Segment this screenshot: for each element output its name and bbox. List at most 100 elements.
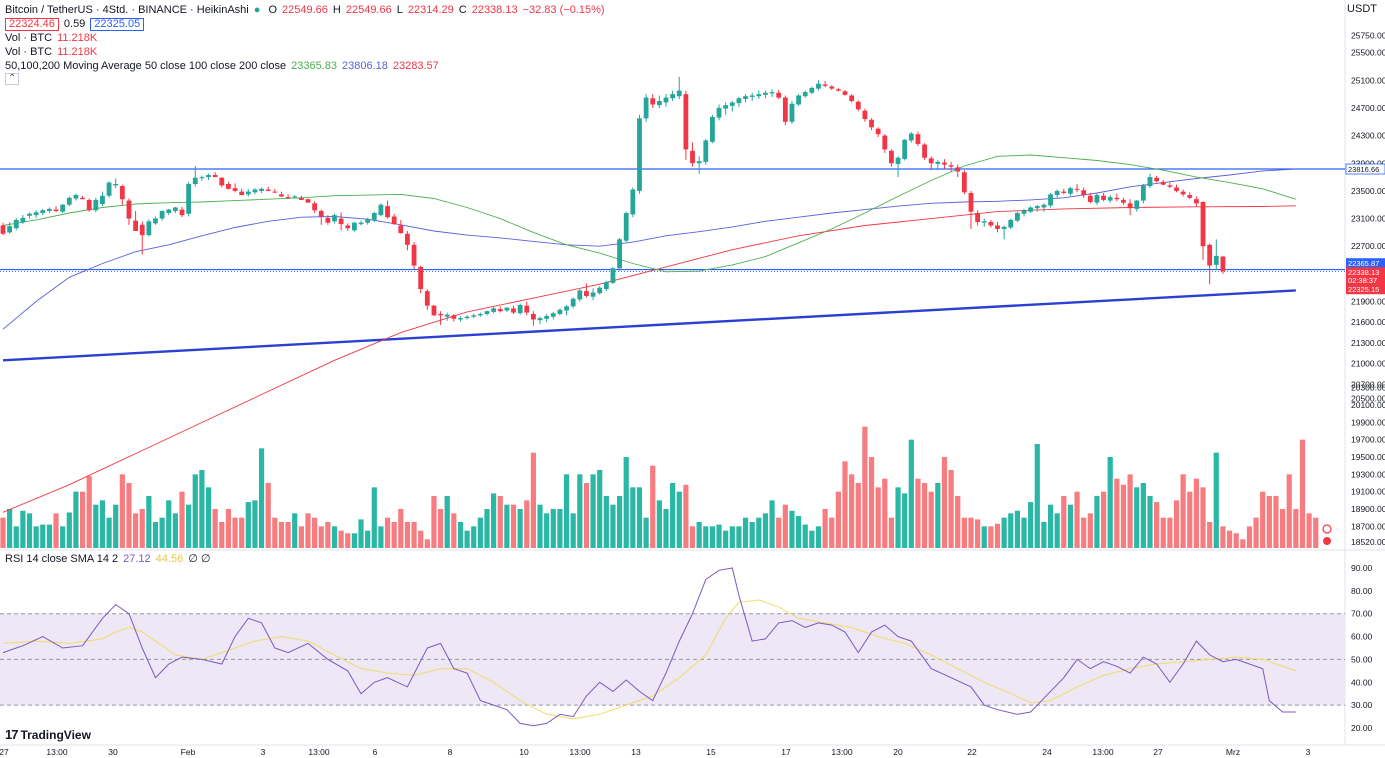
volume-bar bbox=[411, 522, 417, 548]
volume-bar bbox=[1226, 530, 1233, 548]
volume-bar bbox=[1293, 509, 1299, 548]
candle-body bbox=[212, 175, 218, 178]
volume-bar bbox=[796, 515, 802, 548]
candle-body bbox=[1048, 194, 1053, 206]
candle-body bbox=[40, 210, 46, 214]
candle-body bbox=[226, 183, 231, 189]
time-axis-label: 13:00 bbox=[308, 747, 330, 757]
candle-body bbox=[882, 135, 888, 150]
candle-body bbox=[603, 282, 609, 290]
volume-bar bbox=[988, 526, 994, 548]
collapse-legend-button[interactable]: ⌃ bbox=[5, 73, 20, 85]
rsi-sma-value: 44.56 bbox=[155, 553, 184, 565]
candle-body bbox=[1054, 190, 1060, 196]
rsi-tick-label: 60.00 bbox=[1351, 632, 1373, 642]
volume-bar bbox=[689, 526, 696, 548]
candle-body bbox=[398, 225, 404, 234]
candle-body bbox=[1121, 199, 1126, 203]
candle-body bbox=[729, 102, 735, 106]
candle-body bbox=[199, 177, 205, 179]
volume-bar bbox=[709, 526, 716, 548]
volume-bar bbox=[742, 517, 749, 548]
volume-bar bbox=[365, 530, 371, 548]
candle-body bbox=[1041, 204, 1047, 208]
candle-body bbox=[696, 161, 702, 164]
volume-bar bbox=[33, 526, 39, 548]
volume-bar bbox=[1260, 491, 1266, 548]
volume-bar bbox=[729, 526, 735, 548]
candle-body bbox=[1107, 197, 1113, 201]
candle-body bbox=[298, 197, 304, 200]
tradingview-logo[interactable]: 17 TradingView bbox=[5, 727, 91, 742]
rsi-tick-label: 90.00 bbox=[1351, 563, 1373, 573]
volume-bar bbox=[13, 526, 19, 548]
candle-body bbox=[371, 213, 377, 220]
volume-bar bbox=[563, 474, 570, 548]
ma-legend: 50,100,200 Moving Average 50 close 100 c… bbox=[5, 60, 439, 72]
volume-bar bbox=[616, 496, 623, 548]
candle-body bbox=[988, 222, 994, 226]
volume-bar bbox=[484, 509, 490, 548]
candle-body bbox=[716, 107, 722, 118]
price-tick-label: 19500.00 bbox=[1351, 452, 1385, 462]
volume-bar bbox=[318, 526, 324, 548]
candle-body bbox=[703, 140, 709, 162]
price-tick-label: 24700.00 bbox=[1351, 103, 1385, 113]
candle-body bbox=[1194, 199, 1199, 204]
currency-label[interactable]: USDT bbox=[1347, 3, 1377, 15]
candle-body bbox=[325, 217, 331, 223]
volume-bar bbox=[1180, 474, 1186, 548]
candle-body bbox=[279, 194, 284, 197]
candle-body bbox=[1068, 188, 1073, 194]
candle-body bbox=[557, 309, 563, 314]
volume-bar bbox=[1187, 491, 1193, 548]
price-tick-label: 23900.00 bbox=[1351, 158, 1385, 168]
volume-bar bbox=[285, 522, 291, 548]
time-axis-label: 30 bbox=[108, 747, 118, 757]
candle-body bbox=[942, 162, 947, 165]
volume-bar bbox=[1306, 513, 1312, 548]
close-price-tag: 22338.13 bbox=[1348, 268, 1379, 277]
candle-body bbox=[305, 199, 311, 203]
bid-price-button[interactable]: 22324.46 bbox=[5, 18, 59, 31]
candle-body bbox=[1008, 219, 1014, 228]
volume-bar bbox=[928, 491, 934, 548]
candle-body bbox=[1160, 181, 1166, 185]
volume-bar bbox=[1021, 517, 1027, 548]
candle-body bbox=[1074, 188, 1080, 190]
candle-body bbox=[862, 110, 868, 120]
candle-body bbox=[1001, 226, 1007, 229]
volume-bar bbox=[133, 513, 139, 548]
time-axis-label: 20 bbox=[893, 747, 903, 757]
candle-body bbox=[1147, 177, 1153, 187]
candle-body bbox=[961, 172, 967, 193]
candle-body bbox=[477, 313, 483, 316]
symbol-title: Bitcoin / TetherUS · 4Std. · BINANCE · H… bbox=[5, 4, 249, 16]
volume-bar bbox=[570, 513, 576, 548]
trendline bbox=[2, 289, 1296, 362]
volume-bar bbox=[1220, 526, 1226, 548]
time-axis-label: 13:00 bbox=[1092, 747, 1114, 757]
volume-bar bbox=[205, 487, 212, 548]
volume-bar bbox=[292, 513, 298, 548]
volume-bar bbox=[1207, 522, 1213, 548]
candle-body bbox=[1134, 200, 1140, 209]
time-axis-label: Feb bbox=[181, 747, 196, 757]
candle-body bbox=[1154, 177, 1160, 182]
flag-icon bbox=[1323, 537, 1331, 545]
candle-body bbox=[915, 134, 921, 144]
volume-bar bbox=[716, 524, 722, 548]
rsi-tick-label: 80.00 bbox=[1351, 586, 1373, 596]
time-axis-label: 15 bbox=[706, 747, 716, 757]
candle-body bbox=[1028, 207, 1034, 212]
volume-bar bbox=[789, 510, 795, 548]
candle-body bbox=[835, 89, 841, 91]
volume-bar bbox=[186, 504, 192, 548]
candle-body bbox=[245, 191, 251, 195]
volume-bar bbox=[577, 474, 583, 548]
ask-price-button[interactable]: 22325.05 bbox=[90, 18, 145, 31]
volume-bar bbox=[152, 522, 159, 548]
volume-bar bbox=[159, 517, 165, 548]
volume-bar bbox=[762, 513, 769, 548]
